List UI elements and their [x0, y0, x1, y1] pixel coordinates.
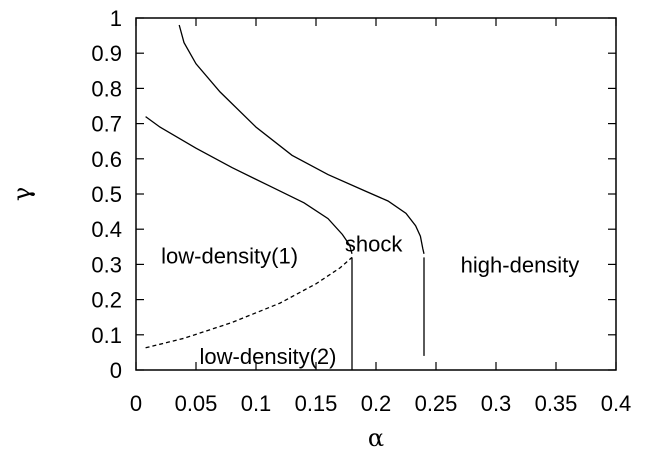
x-tick-label: 0.3 — [481, 391, 512, 416]
y-tick-label: 0.2 — [91, 288, 122, 313]
x-tick-label: 0.1 — [241, 391, 272, 416]
phase-boundary-line-3 — [145, 116, 353, 254]
x-tick-label: 0.2 — [361, 391, 392, 416]
annotations-layer: shock low-density(1) high-density low-densi… — [161, 231, 579, 369]
region-label-3: high-density — [461, 252, 580, 277]
plot-frame — [135, 17, 617, 371]
region-label-4: low-density(2) — [200, 344, 337, 369]
y-tick-label: 0 — [110, 358, 122, 383]
y-tick-label: 1 — [110, 6, 122, 31]
y-tick-label: 0.6 — [91, 147, 122, 172]
y-axis-label: γ — [8, 187, 36, 201]
ticks-layer: 0 0.05 0.1 0.15 0.2 0.25 0.3 0.35 0.4 0 0.1 0.2 0.3 0… — [91, 6, 631, 416]
y-tick-label: 0.7 — [91, 112, 122, 137]
x-axis-label: α — [368, 424, 384, 452]
x-tick-label: 0 — [130, 391, 142, 416]
x-tick-label: 0.15 — [295, 391, 338, 416]
region-label-1: shock — [345, 231, 403, 256]
y-tick-label: 0.4 — [91, 217, 122, 242]
y-tick-label: 0.8 — [91, 76, 122, 101]
x-tick-label: 0.25 — [415, 391, 458, 416]
region-label-2: low-density(1) — [161, 244, 298, 269]
y-tick-label: 0.9 — [91, 41, 122, 66]
x-tick-label: 0.35 — [535, 391, 578, 416]
y-tick-label: 0.1 — [91, 323, 122, 348]
x-tick-label: 0.05 — [175, 391, 218, 416]
curves-layer — [145, 24, 425, 370]
y-tick-label: 0.3 — [91, 252, 122, 277]
y-tick-label: 0.5 — [91, 182, 122, 207]
phase-boundary-line-5 — [145, 256, 353, 349]
phase-boundary-line-1 — [178, 24, 425, 254]
x-tick-label: 0.4 — [601, 391, 632, 416]
